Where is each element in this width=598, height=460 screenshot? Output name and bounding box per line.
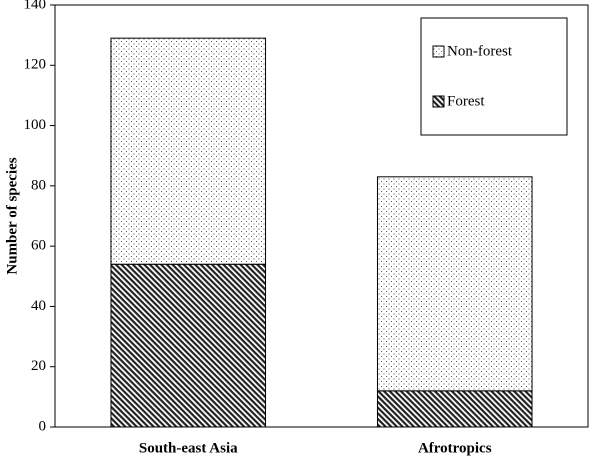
y-tick-label: 40 <box>31 298 46 314</box>
legend-label: Forest <box>447 93 485 109</box>
y-tick-label: 0 <box>39 418 47 434</box>
legend-swatch <box>432 95 445 108</box>
y-tick-label: 140 <box>24 0 47 12</box>
y-tick-label: 60 <box>31 238 46 254</box>
y-tick-label: 100 <box>24 117 47 133</box>
x-tick-label: South-east Asia <box>139 440 238 456</box>
y-tick-label: 20 <box>31 358 46 374</box>
bar-segment <box>376 176 533 392</box>
bar-segment <box>110 37 267 265</box>
bar-segment <box>110 263 267 428</box>
y-axis-title: Number of species <box>4 157 20 274</box>
plot-frame <box>54 4 589 428</box>
legend-box <box>420 17 568 136</box>
y-tick-label: 80 <box>31 177 46 193</box>
bar-segment <box>376 390 533 428</box>
x-tick-label: Afrotropics <box>418 440 492 456</box>
legend-label: Non-forest <box>447 43 513 59</box>
legend-swatch <box>432 45 445 58</box>
y-tick-label: 120 <box>24 57 47 73</box>
